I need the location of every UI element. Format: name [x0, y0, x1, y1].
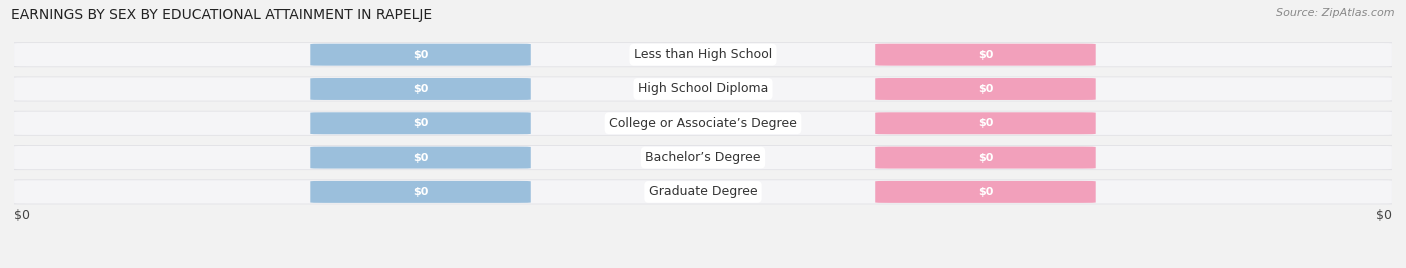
Text: $0: $0	[413, 187, 429, 197]
Text: $0: $0	[413, 118, 429, 128]
FancyBboxPatch shape	[875, 181, 1095, 203]
FancyBboxPatch shape	[0, 76, 1406, 102]
FancyBboxPatch shape	[0, 179, 1406, 204]
FancyBboxPatch shape	[0, 42, 1406, 67]
FancyBboxPatch shape	[0, 111, 1406, 136]
FancyBboxPatch shape	[0, 145, 1406, 170]
Text: $0: $0	[977, 50, 993, 60]
Text: $0: $0	[14, 209, 30, 222]
Text: $0: $0	[977, 118, 993, 128]
Text: $0: $0	[413, 152, 429, 163]
FancyBboxPatch shape	[311, 44, 531, 66]
FancyBboxPatch shape	[14, 111, 1392, 135]
FancyBboxPatch shape	[311, 78, 531, 100]
Text: Bachelor’s Degree: Bachelor’s Degree	[645, 151, 761, 164]
FancyBboxPatch shape	[875, 44, 1095, 66]
Text: Source: ZipAtlas.com: Source: ZipAtlas.com	[1277, 8, 1395, 18]
FancyBboxPatch shape	[14, 43, 1392, 66]
FancyBboxPatch shape	[875, 78, 1095, 100]
FancyBboxPatch shape	[311, 147, 531, 169]
Text: $0: $0	[413, 50, 429, 60]
Text: $0: $0	[977, 152, 993, 163]
Text: Graduate Degree: Graduate Degree	[648, 185, 758, 198]
Text: $0: $0	[1376, 209, 1392, 222]
FancyBboxPatch shape	[14, 77, 1392, 101]
Text: $0: $0	[977, 187, 993, 197]
FancyBboxPatch shape	[875, 147, 1095, 169]
FancyBboxPatch shape	[14, 146, 1392, 169]
Text: $0: $0	[413, 84, 429, 94]
Text: $0: $0	[977, 84, 993, 94]
Text: High School Diploma: High School Diploma	[638, 83, 768, 95]
Text: Less than High School: Less than High School	[634, 48, 772, 61]
FancyBboxPatch shape	[311, 181, 531, 203]
Text: EARNINGS BY SEX BY EDUCATIONAL ATTAINMENT IN RAPELJE: EARNINGS BY SEX BY EDUCATIONAL ATTAINMEN…	[11, 8, 433, 22]
Text: College or Associate’s Degree: College or Associate’s Degree	[609, 117, 797, 130]
FancyBboxPatch shape	[311, 112, 531, 134]
FancyBboxPatch shape	[14, 180, 1392, 204]
FancyBboxPatch shape	[875, 112, 1095, 134]
